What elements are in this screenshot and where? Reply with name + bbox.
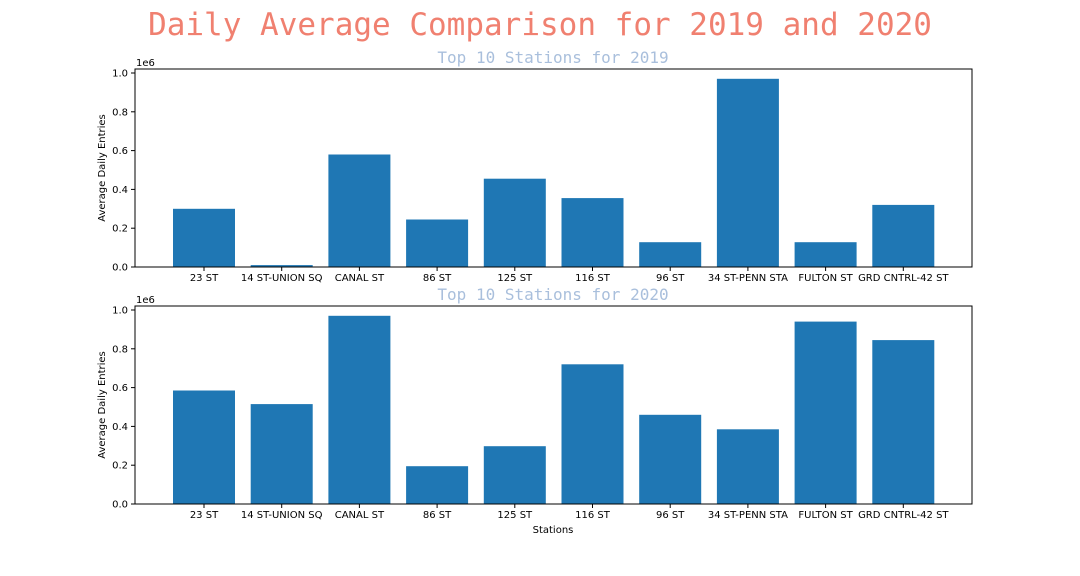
bar-2019-10 (872, 204, 935, 267)
bar-2019-1 (173, 208, 235, 267)
chart-2019-frame (134, 68, 973, 268)
ytick-label-2019-3: 0.6 (112, 146, 128, 157)
bar-2020-8 (716, 429, 779, 504)
chart-2020-offset-label: 1e6 (136, 295, 155, 306)
ytick-label-2020-0: 0.0 (112, 500, 128, 511)
bar-2019-3 (328, 154, 391, 267)
bar-2020-6 (561, 364, 624, 504)
xtick-label-2019-7: 96 ST (656, 273, 685, 284)
chart-2019: Top 10 Stations for 2019 1e6 Average Dai… (97, 48, 973, 284)
bar-2020-3 (328, 315, 391, 504)
bar-2019-2 (250, 265, 313, 267)
chart-2019-xticks: 23 ST 14 ST-UNION SQ CANAL ST 86 ST 125 ST 11… (190, 267, 949, 284)
bar-2020-5 (483, 446, 546, 504)
chart-2019-yticks: 0.0 0.2 0.4 0.6 0.8 1.0 (112, 69, 135, 274)
xtick-label-2019-1: 23 ST (190, 273, 219, 284)
xtick-label-2020-1: 23 ST (190, 510, 219, 521)
xtick-label-2020-3: CANAL ST (335, 510, 385, 521)
xtick-label-2019-10: GRD CNTRL-42 ST (858, 273, 949, 284)
xtick-label-2019-9: FULTON ST (798, 273, 853, 284)
chart-2020: Top 10 Stations for 2020 1e6 Average Dai… (97, 285, 973, 536)
bar-2020-1 (173, 390, 235, 504)
xtick-label-2020-2: 14 ST-UNION SQ (241, 510, 323, 521)
xtick-label-2020-6: 116 ST (575, 510, 611, 521)
xtick-label-2019-4: 86 ST (423, 273, 452, 284)
xtick-label-2019-3: CANAL ST (335, 273, 385, 284)
ytick-label-2020-5: 1.0 (112, 306, 128, 317)
bar-2019-5 (483, 178, 546, 267)
bar-2020-7 (639, 414, 702, 504)
chart-2020-xlabel: Stations (533, 525, 574, 536)
chart-2019-offset-label: 1e6 (136, 58, 155, 69)
bar-2020-2 (250, 404, 313, 504)
chart-2020-yticks: 0.0 0.2 0.4 0.6 0.8 1.0 (112, 306, 135, 511)
xtick-label-2020-9: FULTON ST (798, 510, 853, 521)
chart-2020-title: Top 10 Stations for 2020 (437, 285, 668, 304)
ytick-label-2020-2: 0.4 (112, 422, 128, 433)
ytick-label-2019-1: 0.2 (112, 224, 128, 235)
chart-2019-bars (173, 78, 935, 267)
bar-2020-10 (872, 340, 935, 504)
chart-2019-title: Top 10 Stations for 2019 (437, 48, 668, 67)
figure-title: Daily Average Comparison for 2019 and 20… (148, 7, 932, 43)
xtick-label-2020-8: 34 ST-PENN STA (708, 510, 788, 521)
bar-2019-6 (561, 198, 624, 267)
bar-2020-9 (794, 321, 857, 504)
xtick-label-2019-6: 116 ST (575, 273, 611, 284)
ytick-label-2019-4: 0.8 (112, 107, 128, 118)
xtick-label-2019-8: 34 ST-PENN STA (708, 273, 788, 284)
chart-2020-ylabel: Average Daily Entries (97, 351, 108, 459)
ytick-label-2020-1: 0.2 (112, 461, 128, 472)
chart-2020-xticks: 23 ST 14 ST-UNION SQ CANAL ST 86 ST 125 ST 11… (190, 504, 949, 521)
chart-2020-frame (134, 305, 973, 505)
xtick-label-2020-5: 125 ST (497, 510, 533, 521)
bar-2019-9 (794, 242, 857, 267)
bar-2019-4 (406, 219, 469, 267)
ytick-label-2019-2: 0.4 (112, 185, 128, 196)
ytick-label-2020-4: 0.8 (112, 344, 128, 355)
xtick-label-2019-2: 14 ST-UNION SQ (241, 273, 323, 284)
bar-2019-7 (639, 242, 702, 267)
bar-2019-8 (716, 78, 779, 267)
ytick-label-2019-0: 0.0 (112, 263, 128, 274)
ytick-label-2020-3: 0.6 (112, 383, 128, 394)
xtick-label-2020-10: GRD CNTRL-42 ST (858, 510, 949, 521)
chart-2020-bars (173, 315, 935, 504)
xtick-label-2020-4: 86 ST (423, 510, 452, 521)
xtick-label-2020-7: 96 ST (656, 510, 685, 521)
bar-2020-4 (406, 466, 469, 504)
ytick-label-2019-5: 1.0 (112, 69, 128, 80)
xtick-label-2019-5: 125 ST (497, 273, 533, 284)
chart-2019-ylabel: Average Daily Entries (97, 114, 108, 222)
